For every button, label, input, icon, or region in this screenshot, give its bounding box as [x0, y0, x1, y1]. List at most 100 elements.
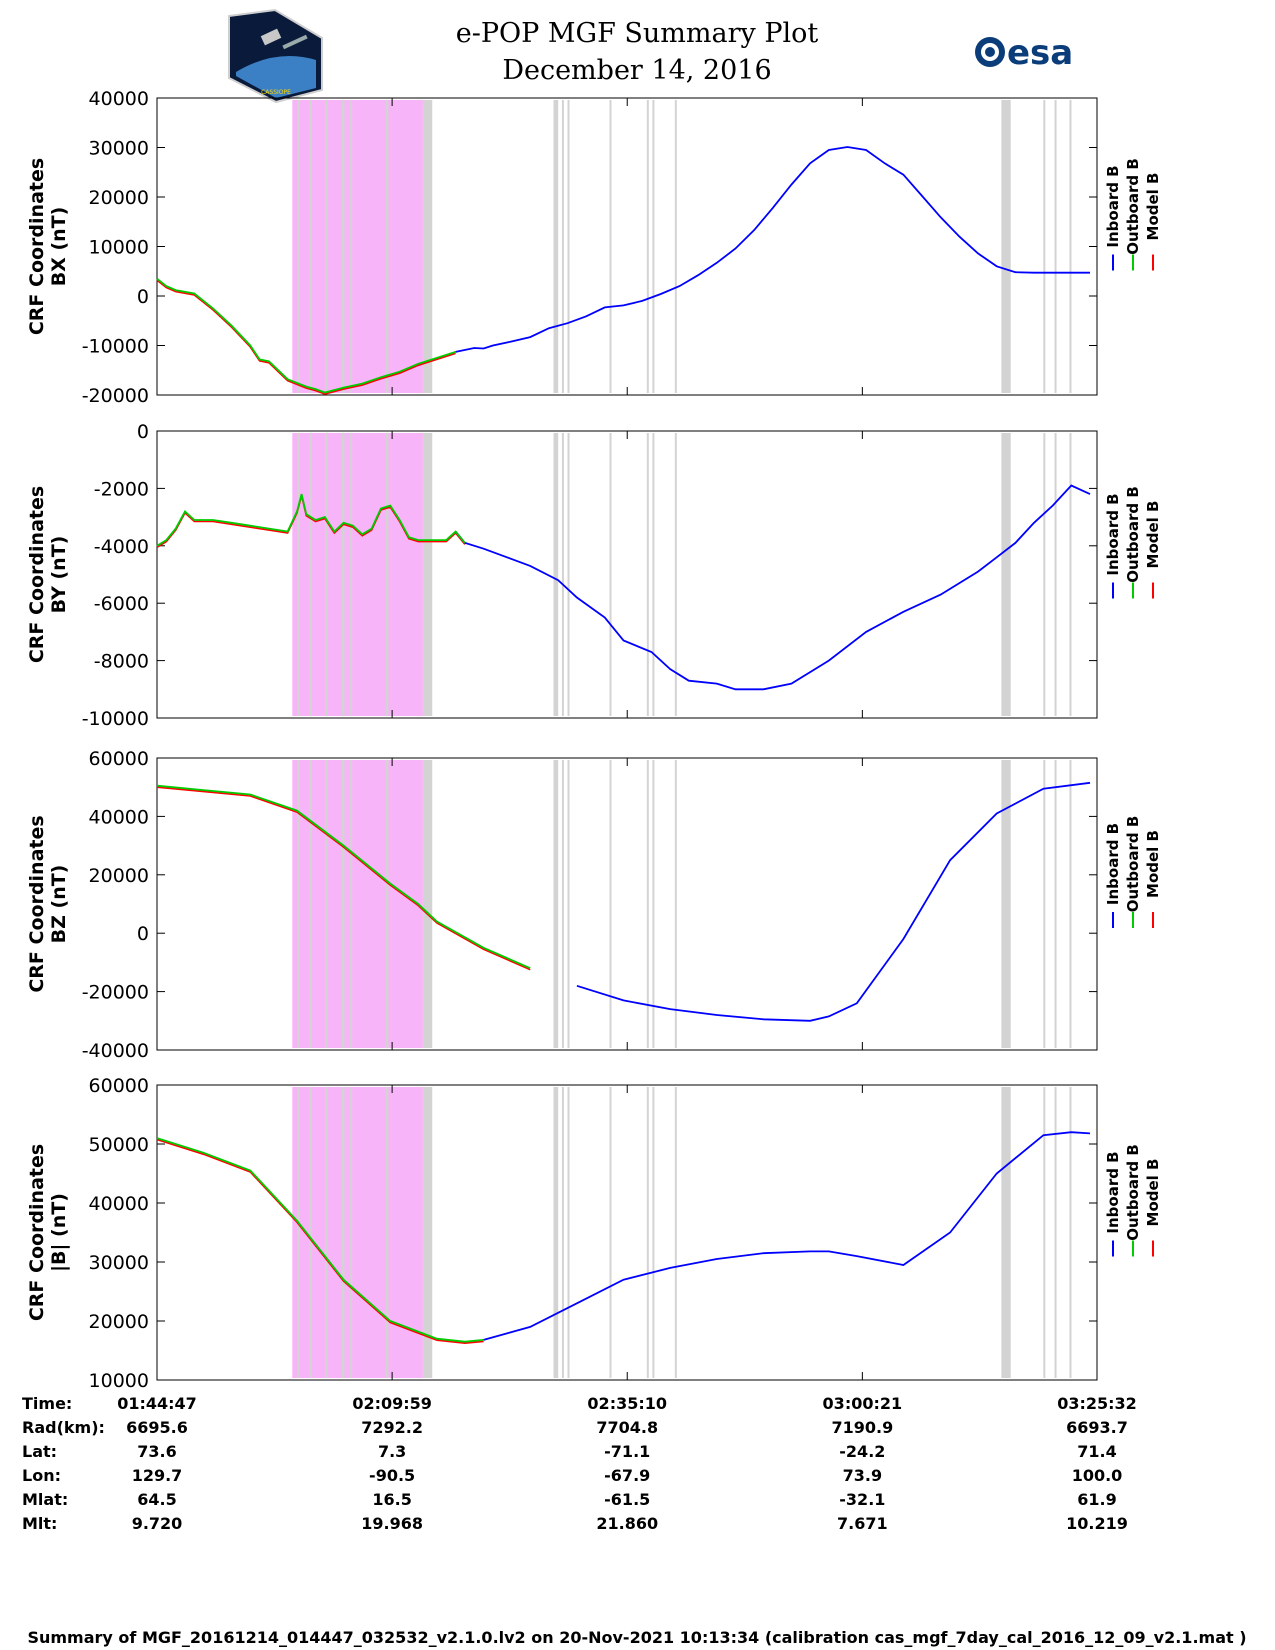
- y-tick-label: 30000: [89, 138, 149, 160]
- y-tick-label: 30000: [89, 1252, 149, 1274]
- table-cell: 03:00:21: [823, 1394, 903, 1413]
- gray-band: [1043, 433, 1046, 716]
- model-b-line: [156, 1138, 484, 1345]
- legend-label: Outboard B: [1124, 1144, 1142, 1241]
- outboard-b-line: [156, 1137, 484, 1343]
- table-cell: 100.0: [1072, 1466, 1123, 1485]
- panel-bz: -40000 -20000 0 20000 40000 60000 CRF Coordina…: [26, 748, 1162, 1062]
- gray-band: [341, 1087, 345, 1378]
- gray-band: [553, 1087, 559, 1378]
- table-row-label: Mlat:: [22, 1490, 68, 1509]
- y-tick-label: -8000: [94, 651, 149, 673]
- y-axis-label-line: |B| (nT): [48, 1193, 70, 1272]
- gray-band: [561, 100, 564, 393]
- table-cell: -90.5: [369, 1466, 415, 1485]
- table-cell: 129.7: [132, 1466, 183, 1485]
- legend-label: Outboard B: [1124, 158, 1142, 255]
- table-cell: -67.9: [604, 1466, 650, 1485]
- y-axis-label: CRF Coordinates|B| (nT): [26, 1144, 70, 1321]
- gray-band: [296, 433, 300, 716]
- gray-band: [385, 100, 389, 393]
- gray-band: [609, 433, 612, 716]
- table-cell: 10.219: [1066, 1514, 1128, 1533]
- gray-band: [646, 1087, 649, 1378]
- legend-label: Inboard B: [1104, 1151, 1122, 1233]
- y-axis-label: CRF CoordinatesBZ (nT): [26, 815, 70, 992]
- gray-band: [385, 760, 389, 1048]
- gray-band: [561, 433, 564, 716]
- table-cell: 61.9: [1077, 1490, 1116, 1509]
- panel-bx: -20000 -10000 0 10000 20000 30000 40000 CRF Coo…: [26, 88, 1162, 407]
- table-cell: 7704.8: [596, 1418, 658, 1437]
- gray-band: [350, 100, 353, 393]
- panel-magbmag: 10000 20000 30000 40000 50000 60000 CRF Coordi…: [26, 1075, 1162, 1392]
- gray-band: [324, 433, 328, 716]
- gray-band: [422, 1087, 433, 1378]
- y-tick-label: 60000: [89, 748, 149, 770]
- outboard-b-line: [156, 277, 456, 394]
- y-tick-label: 0: [137, 286, 149, 308]
- gray-band: [309, 760, 312, 1048]
- y-axis-label-line: CRF Coordinates: [26, 1144, 48, 1321]
- gray-band: [553, 433, 559, 716]
- gray-band: [1054, 433, 1057, 716]
- gray-band: [422, 433, 433, 716]
- table-row-label: Mlt:: [22, 1514, 57, 1533]
- y-tick-label: 20000: [89, 1311, 149, 1333]
- gray-band: [385, 1087, 389, 1378]
- legend-label: Model B: [1144, 173, 1162, 241]
- gray-band: [350, 1087, 353, 1378]
- table-cell: 7.671: [837, 1514, 888, 1533]
- y-tick-label: 40000: [89, 806, 149, 828]
- gray-band: [309, 100, 312, 393]
- table-row-label: Lon:: [22, 1466, 61, 1485]
- y-tick-label: 40000: [89, 1193, 149, 1215]
- footer-caption: Summary of MGF_20161214_014447_032532_v2…: [27, 1628, 1246, 1647]
- y-axis-label-line: CRF Coordinates: [26, 815, 48, 992]
- table-cell: 6695.6: [126, 1418, 188, 1437]
- legend-label: Model B: [1144, 830, 1162, 898]
- legend-label: Model B: [1144, 1159, 1162, 1227]
- gray-band: [567, 760, 570, 1048]
- table-cell: 19.968: [361, 1514, 423, 1533]
- gray-band: [561, 760, 564, 1048]
- y-tick-label: 50000: [89, 1134, 149, 1156]
- table-cell: 7.3: [378, 1442, 406, 1461]
- cassiope-logo: CASSIOPE: [228, 8, 323, 104]
- gray-band: [609, 100, 612, 393]
- gray-band: [1001, 433, 1011, 716]
- y-axis-label: CRF CoordinatesBX (nT): [26, 158, 70, 335]
- gray-band: [646, 760, 649, 1048]
- gray-band: [309, 1087, 312, 1378]
- gray-band: [1054, 1087, 1057, 1378]
- table-cell: -32.1: [839, 1490, 885, 1509]
- inboard-b-line: [483, 1131, 1091, 1341]
- model-b-line: [156, 786, 531, 971]
- table-cell: 6693.7: [1066, 1418, 1128, 1437]
- plot-date: December 14, 2016: [502, 55, 771, 86]
- y-tick-label: 0: [137, 923, 149, 945]
- y-tick-label: -2000: [94, 478, 149, 500]
- esa-logo: esa: [975, 33, 1073, 73]
- table-cell: 21.860: [596, 1514, 658, 1533]
- table-cell: 01:44:47: [117, 1394, 197, 1413]
- outboard-b-line: [156, 493, 466, 547]
- gray-band: [609, 760, 612, 1048]
- magenta-band: [292, 760, 423, 1048]
- gray-band: [296, 760, 300, 1048]
- table-cell: 7190.9: [831, 1418, 893, 1437]
- gray-band: [1069, 100, 1072, 393]
- y-axis-label-line: CRF Coordinates: [26, 158, 48, 335]
- table-cell: 71.4: [1077, 1442, 1116, 1461]
- gray-band: [1043, 100, 1046, 393]
- gray-band: [350, 760, 353, 1048]
- gray-band: [674, 760, 677, 1048]
- table-cell: 16.5: [372, 1490, 411, 1509]
- gray-band: [561, 1087, 564, 1378]
- legend-label: Outboard B: [1124, 816, 1142, 913]
- magenta-band: [292, 100, 423, 393]
- legend-label: Model B: [1144, 501, 1162, 569]
- gray-band: [567, 433, 570, 716]
- y-axis-label: CRF CoordinatesBY (nT): [26, 486, 70, 663]
- gray-band: [674, 1087, 677, 1378]
